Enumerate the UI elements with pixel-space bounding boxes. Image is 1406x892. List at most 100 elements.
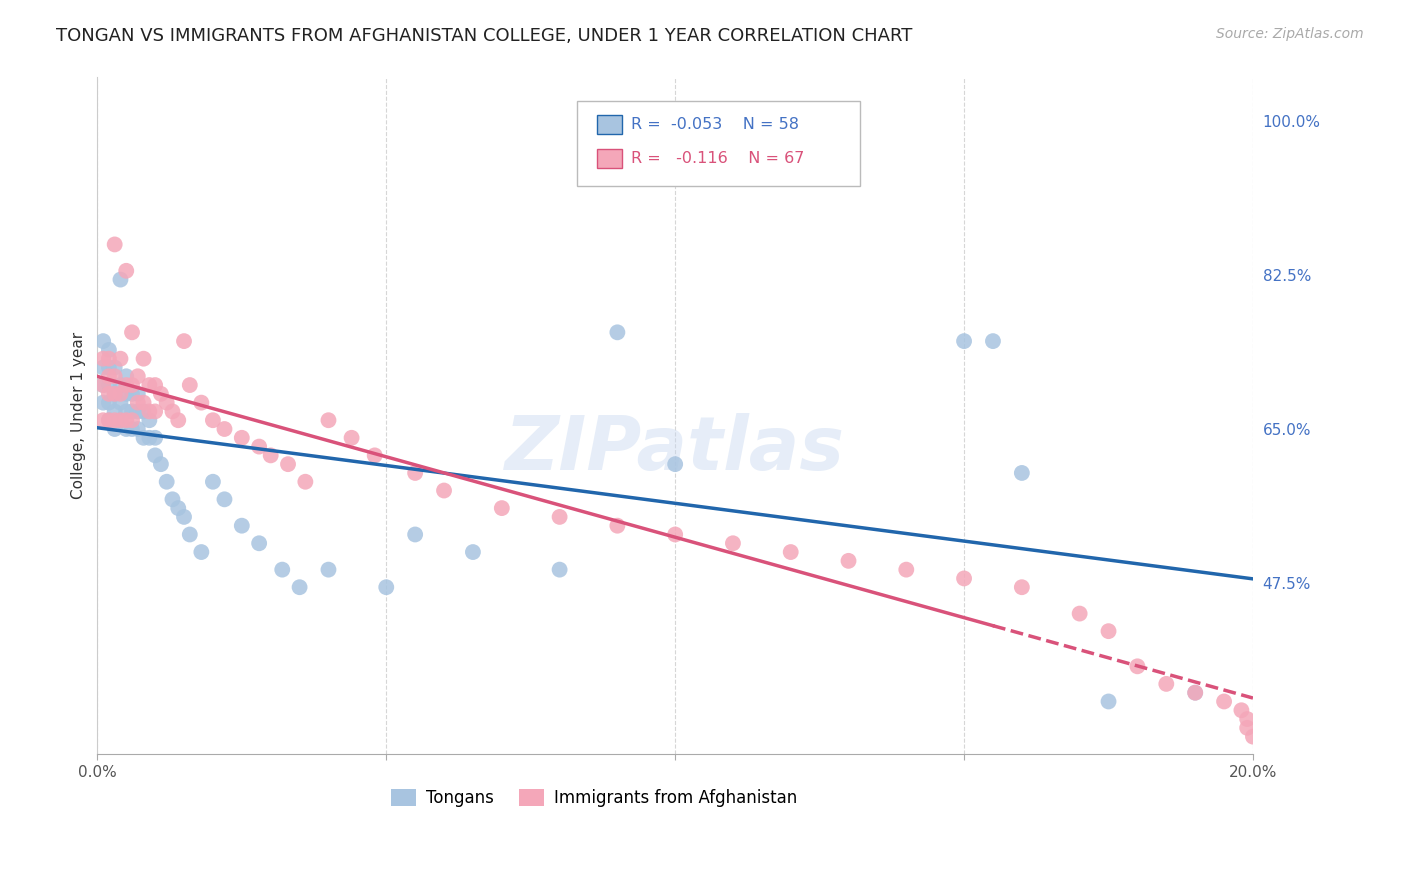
Point xyxy=(104,404,127,418)
Point xyxy=(606,518,628,533)
Point xyxy=(981,334,1004,348)
Point xyxy=(1213,694,1236,708)
Point xyxy=(190,395,212,409)
Point xyxy=(162,492,184,507)
Bar xyxy=(596,149,621,169)
Point xyxy=(115,369,138,384)
Point xyxy=(115,404,138,418)
Point xyxy=(167,501,190,516)
Point xyxy=(132,351,155,366)
Point xyxy=(104,413,127,427)
Point xyxy=(837,554,859,568)
Legend: Tongans, Immigrants from Afghanistan: Tongans, Immigrants from Afghanistan xyxy=(385,782,804,814)
Point xyxy=(156,395,179,409)
Point xyxy=(433,483,456,498)
Point xyxy=(127,387,149,401)
Point xyxy=(143,449,166,463)
Point xyxy=(548,563,571,577)
Point xyxy=(110,387,132,401)
Point xyxy=(121,378,143,392)
Point xyxy=(115,422,138,436)
Point xyxy=(127,395,149,409)
Point xyxy=(179,527,201,541)
Point xyxy=(143,378,166,392)
Point xyxy=(91,378,114,392)
Bar xyxy=(596,115,621,134)
Point xyxy=(104,422,127,436)
Point xyxy=(294,475,316,489)
Point xyxy=(606,326,628,340)
Point xyxy=(231,518,253,533)
Point xyxy=(214,422,236,436)
Point xyxy=(271,563,294,577)
Point xyxy=(1126,659,1149,673)
Point xyxy=(1236,721,1258,735)
Point xyxy=(214,492,236,507)
Point xyxy=(121,326,143,340)
Point xyxy=(121,404,143,418)
Text: R =   -0.116    N = 67: R = -0.116 N = 67 xyxy=(631,152,804,166)
Point xyxy=(104,369,127,384)
Point xyxy=(548,509,571,524)
Point xyxy=(110,395,132,409)
Point xyxy=(1097,624,1119,639)
Point xyxy=(97,387,120,401)
Point xyxy=(1011,466,1033,480)
Point xyxy=(162,404,184,418)
Point xyxy=(115,387,138,401)
Point xyxy=(91,334,114,348)
Point xyxy=(110,413,132,427)
Y-axis label: College, Under 1 year: College, Under 1 year xyxy=(72,332,86,500)
Point xyxy=(97,413,120,427)
Point xyxy=(173,334,195,348)
Point xyxy=(132,395,155,409)
Point xyxy=(138,378,160,392)
Point xyxy=(231,431,253,445)
Point xyxy=(277,457,299,471)
Point xyxy=(1156,677,1178,691)
Point xyxy=(318,563,340,577)
Point xyxy=(132,404,155,418)
Point xyxy=(104,360,127,375)
Point xyxy=(318,413,340,427)
Point xyxy=(173,509,195,524)
Point xyxy=(149,457,172,471)
Point xyxy=(115,378,138,392)
Point xyxy=(97,413,120,427)
Point xyxy=(375,580,398,594)
Point xyxy=(91,378,114,392)
Point xyxy=(91,395,114,409)
Point xyxy=(97,360,120,375)
Point xyxy=(167,413,190,427)
Point xyxy=(664,527,686,541)
Point xyxy=(149,387,172,401)
Point xyxy=(779,545,801,559)
Point xyxy=(1184,686,1206,700)
Point xyxy=(721,536,744,550)
Point xyxy=(97,378,120,392)
Point xyxy=(138,413,160,427)
Point xyxy=(179,378,201,392)
Point xyxy=(91,351,114,366)
Point xyxy=(110,378,132,392)
Point xyxy=(121,413,143,427)
Point xyxy=(953,334,976,348)
Point xyxy=(104,237,127,252)
Point xyxy=(1097,694,1119,708)
Point xyxy=(115,413,138,427)
Point xyxy=(953,571,976,585)
Point xyxy=(121,387,143,401)
Point xyxy=(138,431,160,445)
Point xyxy=(201,475,224,489)
Point xyxy=(491,501,513,516)
Point xyxy=(288,580,311,594)
Point xyxy=(260,449,283,463)
Point xyxy=(896,563,918,577)
Point xyxy=(97,343,120,357)
Point xyxy=(1230,703,1253,717)
Text: ZIPatlas: ZIPatlas xyxy=(505,413,845,486)
Point xyxy=(127,422,149,436)
Point xyxy=(247,440,270,454)
Point xyxy=(132,431,155,445)
Point xyxy=(461,545,484,559)
